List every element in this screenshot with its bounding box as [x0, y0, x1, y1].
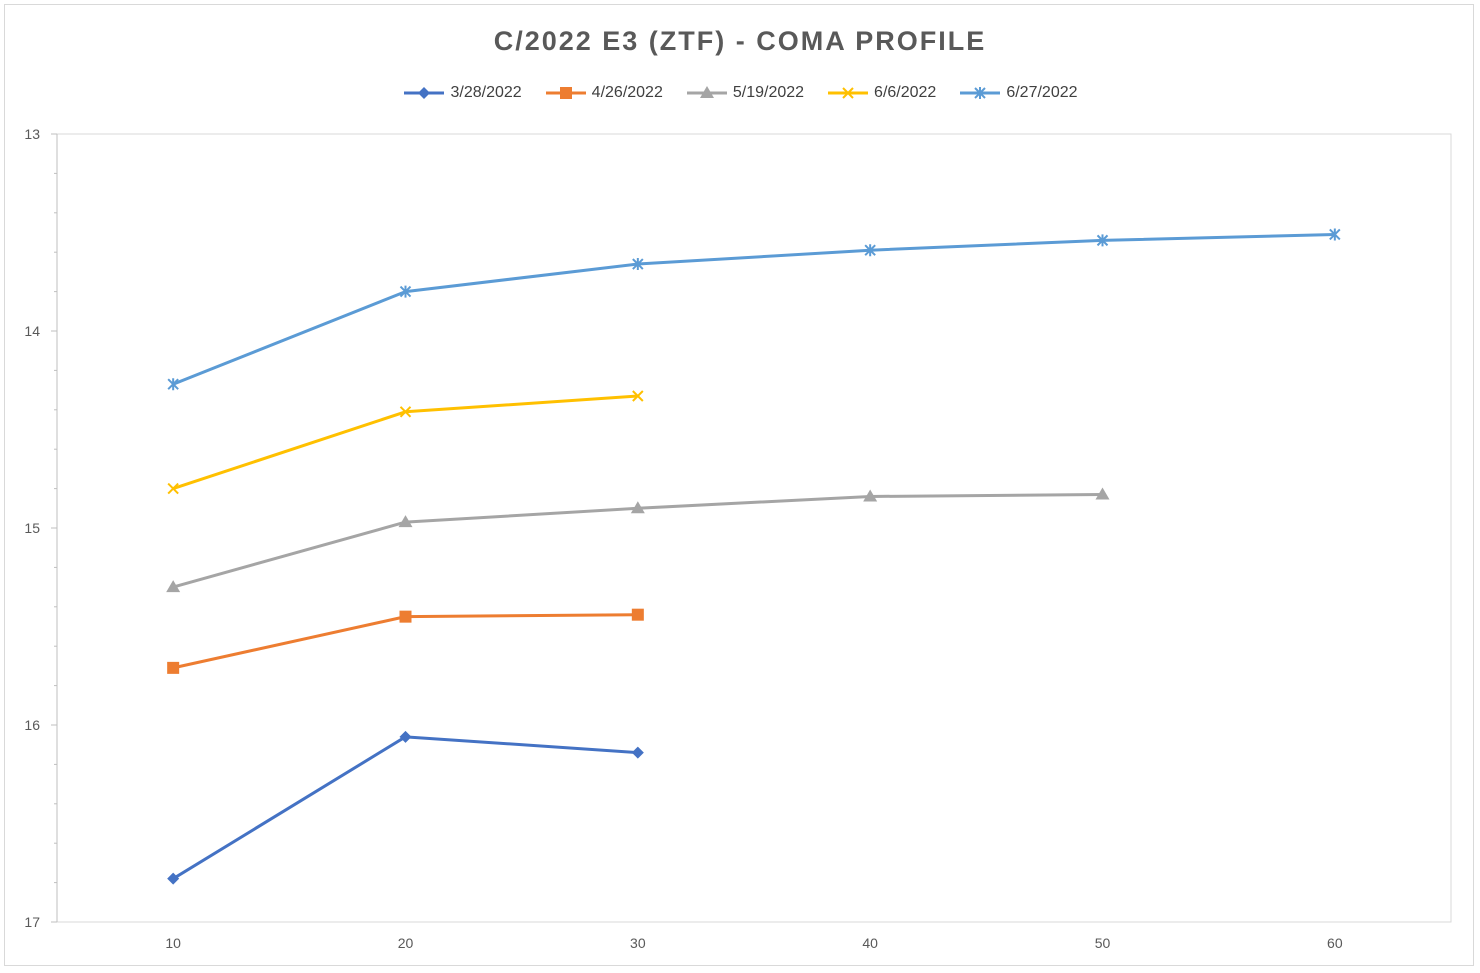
data-point	[167, 482, 179, 495]
axes: 13 14 15 16 17 10 20 30 40 50 60	[24, 126, 1452, 951]
data-point	[1096, 234, 1109, 247]
legend-marker	[974, 87, 987, 99]
y-tick-label: 16	[24, 717, 40, 733]
data-point	[632, 390, 644, 402]
data-point	[630, 501, 645, 514]
legend-swatch	[960, 87, 1001, 99]
legend-marker	[418, 87, 431, 99]
data-point	[631, 746, 644, 759]
data-point	[399, 285, 412, 298]
y-tick-label: 15	[24, 520, 40, 536]
legend-item: 6/6/2022	[826, 84, 936, 102]
legend-marker	[559, 87, 572, 99]
plot-border	[56, 133, 1452, 923]
chart-frame	[4, 4, 1474, 966]
data-point	[399, 610, 412, 623]
x-tick-label: 10	[165, 935, 181, 951]
legend-swatch	[545, 87, 586, 99]
series-layer	[166, 228, 1341, 885]
legend-swatch	[686, 86, 727, 98]
y-tick-label: 13	[24, 126, 40, 142]
legend-marker	[699, 86, 714, 98]
series-1	[167, 608, 644, 674]
x-tick-label: 40	[862, 935, 878, 951]
data-point	[1095, 487, 1110, 500]
x-tick-label: 20	[398, 935, 414, 951]
legend-swatch	[828, 87, 869, 99]
data-point	[863, 489, 878, 502]
legend-label: 5/19/2022	[732, 84, 805, 101]
legend-swatch	[404, 87, 445, 99]
data-point	[399, 406, 412, 418]
data-point	[1329, 228, 1341, 241]
legend-item: 3/28/2022	[402, 84, 522, 102]
legend-label: 6/6/2022	[874, 84, 937, 101]
data-point	[864, 244, 876, 257]
data-point	[167, 872, 180, 885]
series-4	[167, 228, 1341, 391]
series-line	[172, 394, 638, 491]
data-point	[166, 580, 181, 593]
series-line	[172, 232, 1335, 386]
chart-title: C/2022 E3 (ZTF) - COMA PROFILE	[493, 26, 987, 56]
y-tick-label: 17	[24, 914, 40, 930]
series-2	[166, 487, 1110, 593]
legend-marker	[842, 87, 854, 99]
legend-item: 5/19/2022	[685, 84, 804, 102]
series-0	[167, 730, 644, 885]
x-tick-label: 50	[1095, 935, 1111, 951]
series-3	[167, 390, 644, 495]
data-point	[632, 258, 644, 271]
y-tick-label: 14	[24, 323, 40, 339]
data-point	[167, 661, 180, 674]
legend-label: 3/28/2022	[450, 84, 522, 101]
legend-label: 4/26/2022	[591, 84, 663, 101]
x-tick-label: 60	[1327, 935, 1343, 951]
legend-label: 6/27/2022	[1006, 84, 1078, 101]
legend-item: 4/26/2022	[544, 84, 663, 102]
legend-item: 6/27/2022	[958, 84, 1078, 102]
data-point	[398, 515, 413, 528]
series-line	[172, 613, 638, 670]
series-line	[172, 735, 638, 880]
data-point	[631, 608, 644, 621]
data-point	[399, 730, 412, 743]
data-point	[167, 378, 179, 391]
chart-legend: 3/28/2022 4/26/2022 5/19/2022 6/6/2022 6/27/…	[0, 84, 1480, 102]
x-tick-label: 30	[630, 935, 646, 951]
